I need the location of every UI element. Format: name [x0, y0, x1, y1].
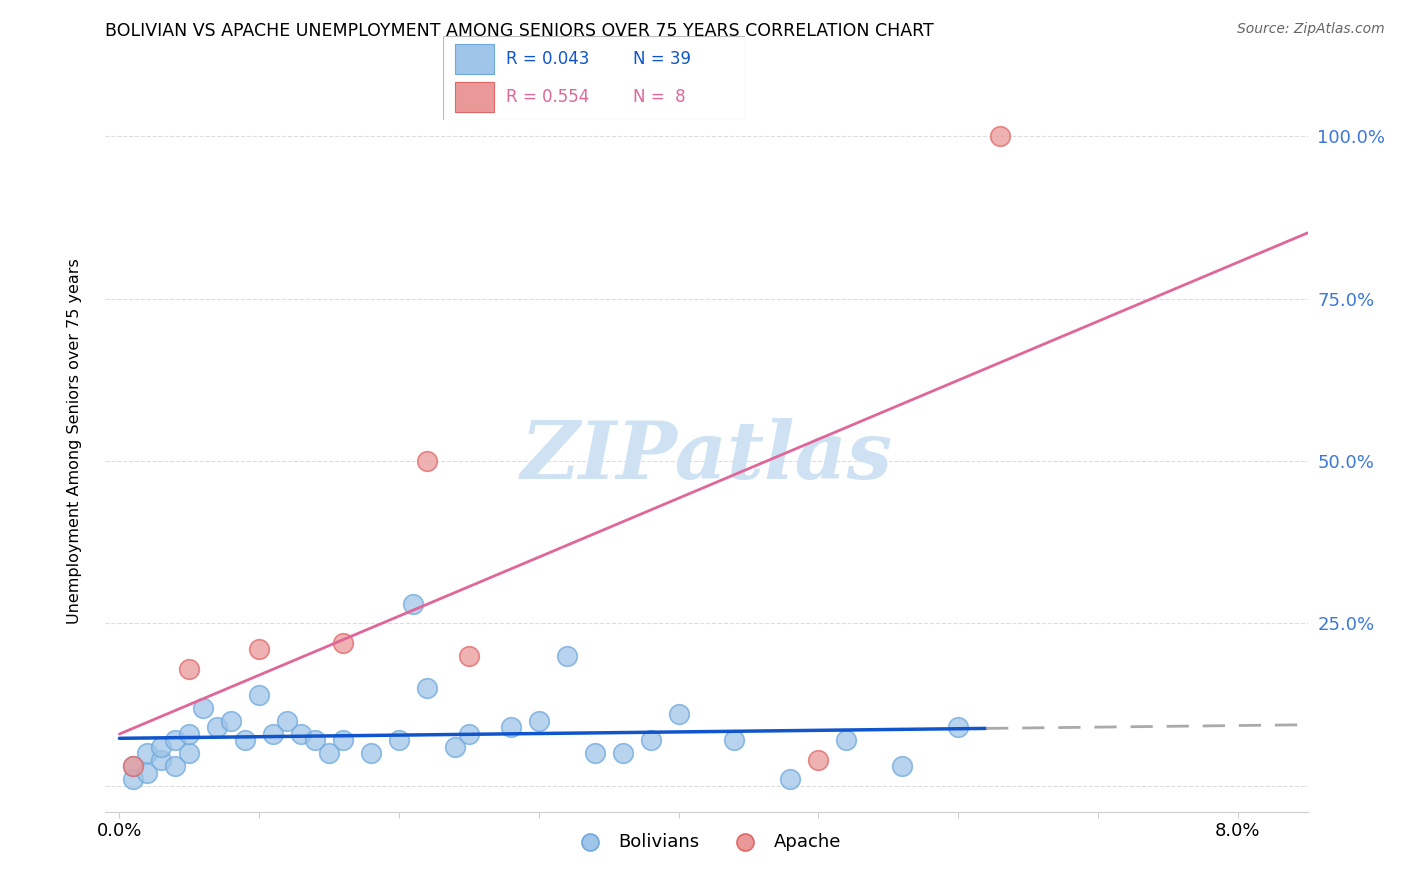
Point [136, 765, 159, 780]
Point [318, 746, 340, 760]
Point [444, 739, 467, 754]
Point [179, 746, 201, 760]
Point [247, 642, 270, 657]
Point [332, 636, 354, 650]
Point [122, 759, 145, 773]
Bar [456, 82, 495, 112]
Point [150, 739, 173, 754]
Text: R = 0.554: R = 0.554 [506, 88, 589, 106]
Point [457, 648, 479, 663]
Point [527, 714, 550, 728]
Point [835, 733, 858, 747]
Point [946, 720, 969, 734]
Point [388, 733, 411, 747]
Point [165, 759, 187, 773]
Point [499, 720, 522, 734]
Point [360, 746, 382, 760]
Point [416, 681, 439, 696]
Text: N =  8: N = 8 [633, 88, 686, 106]
Point [247, 688, 270, 702]
Point [988, 129, 1011, 144]
Point [640, 733, 662, 747]
Point [723, 733, 745, 747]
Point [612, 746, 634, 760]
FancyBboxPatch shape [443, 36, 745, 120]
Point [165, 733, 187, 747]
Legend: Bolivians, Apache: Bolivians, Apache [565, 826, 848, 858]
Point [179, 662, 201, 676]
Bar [456, 44, 495, 74]
Point [136, 746, 159, 760]
Point [555, 648, 578, 663]
Text: R = 0.043: R = 0.043 [506, 50, 589, 68]
Point [122, 772, 145, 787]
Point [207, 720, 229, 734]
Point [193, 701, 215, 715]
Point [332, 733, 354, 747]
Point [304, 733, 326, 747]
Point [779, 772, 801, 787]
Point [262, 727, 284, 741]
Point [219, 714, 242, 728]
Text: ZIPatlas: ZIPatlas [520, 417, 893, 495]
Point [416, 454, 439, 468]
Point [402, 597, 425, 611]
Point [122, 759, 145, 773]
Point [891, 759, 914, 773]
Text: BOLIVIAN VS APACHE UNEMPLOYMENT AMONG SENIORS OVER 75 YEARS CORRELATION CHART: BOLIVIAN VS APACHE UNEMPLOYMENT AMONG SE… [105, 22, 934, 40]
Text: N = 39: N = 39 [633, 50, 692, 68]
Point [457, 727, 479, 741]
Point [150, 753, 173, 767]
Point [668, 707, 690, 722]
Point [290, 727, 312, 741]
Point [807, 753, 830, 767]
Point [233, 733, 256, 747]
Text: Source: ZipAtlas.com: Source: ZipAtlas.com [1237, 22, 1385, 37]
Y-axis label: Unemployment Among Seniors over 75 years: Unemployment Among Seniors over 75 years [67, 259, 82, 624]
Point [276, 714, 298, 728]
Point [583, 746, 606, 760]
Point [179, 727, 201, 741]
